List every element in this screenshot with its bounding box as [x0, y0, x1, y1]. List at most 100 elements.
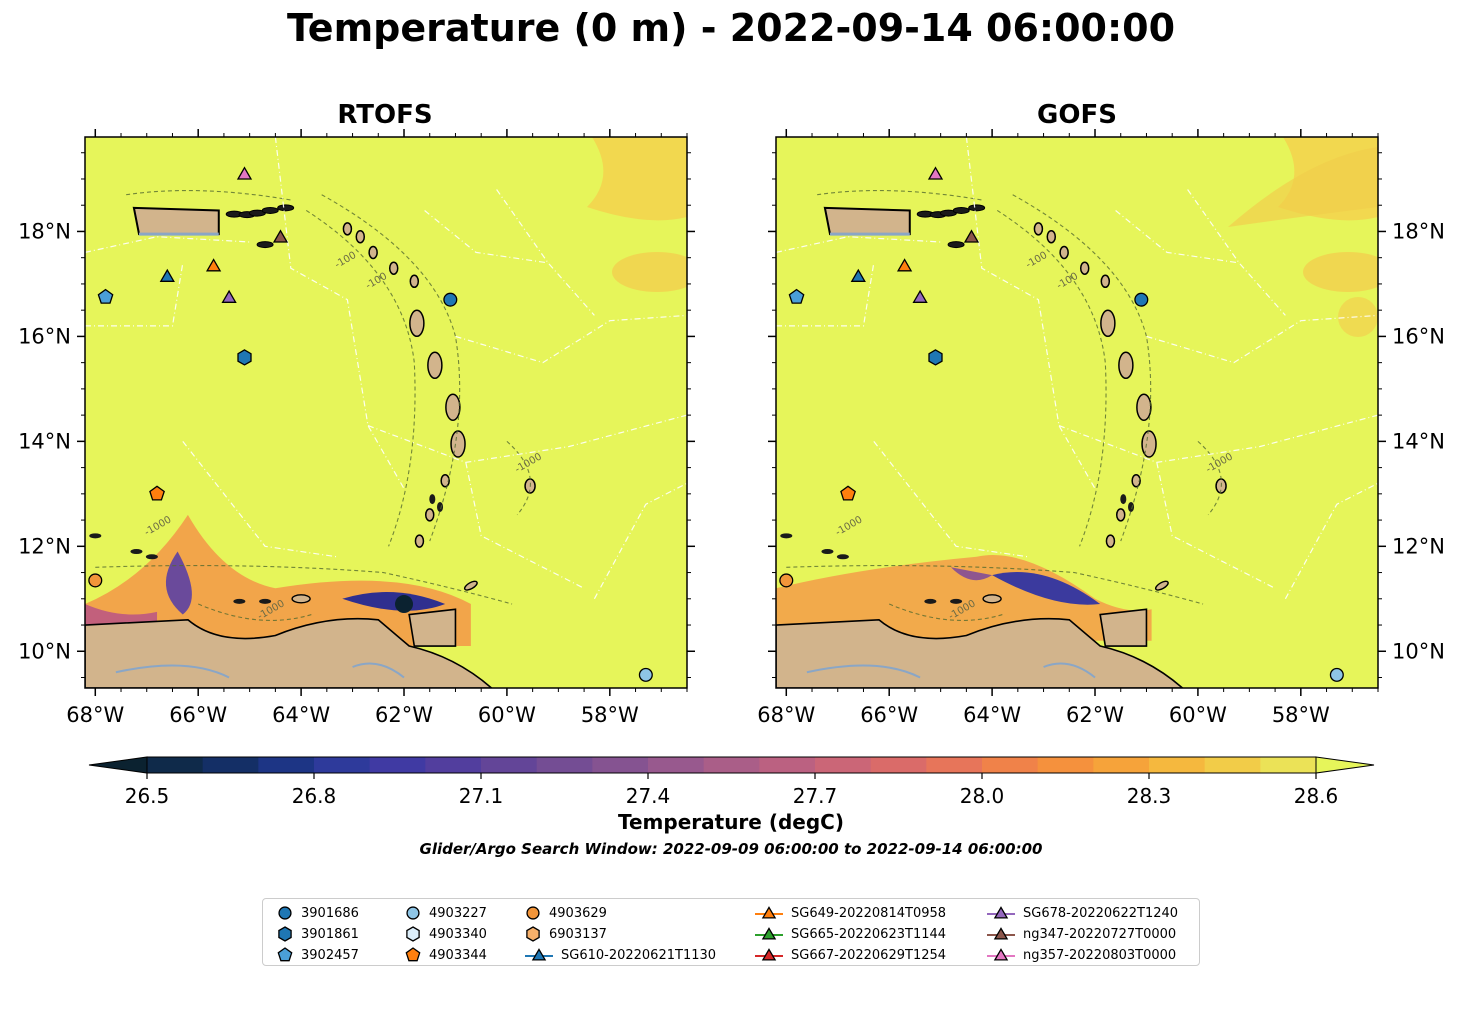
colorbar-tick-label: 26.8 [292, 784, 337, 808]
legend-marker [406, 926, 420, 942]
legend-item: 3901686 [277, 903, 359, 923]
platform-marker [149, 485, 165, 501]
y-tick-label: 16°N [18, 324, 71, 348]
y-tick-label: 10°N [18, 639, 71, 663]
x-tick-label: 68°W [757, 703, 815, 727]
legend-marker [278, 926, 292, 942]
legend-label: ng347-20220727T0000 [1023, 926, 1177, 942]
colorbar-segment [369, 757, 426, 773]
x-tick-label: 58°W [1272, 703, 1330, 727]
y-tick-label: 14°N [1392, 429, 1445, 453]
x-tick-label: 60°W [1169, 703, 1227, 727]
legend-item: 6903137 [525, 924, 607, 944]
platform-marker [779, 573, 794, 588]
y-tick-label: 18°N [18, 219, 71, 243]
colorbar-segment [592, 757, 649, 773]
colorbar-segment [1149, 757, 1206, 773]
legend-item: 4903227 [405, 903, 487, 923]
colorbar-segment [815, 757, 872, 773]
legend-marker-icon [755, 948, 783, 961]
legend-marker-icon [525, 948, 553, 961]
colorbar-segment [1093, 757, 1150, 773]
colorbar-tick-label: 28.6 [1294, 784, 1339, 808]
platform-marker [237, 349, 252, 366]
legend-marker-icon [406, 906, 420, 920]
platform-marker [850, 268, 866, 282]
x-tick-label: 58°W [581, 703, 639, 727]
y-tick-label: 16°N [1392, 324, 1445, 348]
colorbar-extend-low [88, 756, 148, 774]
legend-item: 4903340 [405, 924, 487, 944]
x-tick-label: 64°W [272, 703, 330, 727]
colorbar-tick-label: 27.4 [626, 784, 671, 808]
legend-item: 3902457 [277, 945, 359, 965]
legend-marker [531, 948, 547, 961]
legend-marker-icon [278, 926, 292, 942]
colorbar-segment [147, 757, 204, 773]
legend-label: 3902457 [301, 947, 359, 963]
legend-item: SG665-20220623T1144 [755, 924, 946, 944]
colorbar-segment [926, 757, 983, 773]
colorbar-segment [1260, 757, 1317, 773]
platform-marker [928, 349, 943, 366]
legend-marker [761, 948, 777, 961]
colorbar-segment [481, 757, 538, 773]
x-tick-label: 66°W [169, 703, 227, 727]
x-tick-label: 64°W [963, 703, 1021, 727]
legend-marker [405, 947, 421, 962]
legend-label: SG678-20220622T1240 [1023, 905, 1179, 921]
legend-label: 4903227 [429, 905, 487, 921]
legend-marker-icon [987, 948, 1015, 961]
colorbar-segment [982, 757, 1039, 773]
legend-item: 4903629 [525, 903, 607, 923]
platform-marker [840, 485, 856, 501]
legend-marker-icon [278, 906, 292, 920]
platform-marker [638, 667, 653, 682]
bathymetry-contours [95, 189, 531, 621]
puerto-rico-land [132, 206, 220, 236]
colorbar-segment [425, 757, 482, 773]
colorbar-segment [1204, 757, 1261, 773]
legend-label: 3901686 [301, 905, 359, 921]
colorbar-segment [314, 757, 371, 773]
legend-marker-icon [526, 926, 540, 942]
search-window-text: Glider/Argo Search Window: 2022-09-09 06… [419, 840, 1043, 858]
legend-marker-icon [406, 926, 420, 942]
legend-label: 6903137 [549, 926, 607, 942]
colorbar-segment [759, 757, 816, 773]
legend-marker [993, 948, 1009, 961]
platform-marker [97, 288, 114, 304]
venezuela-land [776, 617, 1184, 688]
x-tick-label: 66°W [860, 703, 918, 727]
legend-marker [277, 947, 293, 962]
legend-marker [761, 906, 777, 919]
y-tick-label: 12°N [18, 534, 71, 558]
platform-marker [912, 289, 928, 303]
legend-item: SG649-20220814T0958 [755, 903, 946, 923]
platform-marker [221, 289, 237, 303]
platform-marker [1329, 667, 1344, 682]
colorbar-segment [870, 757, 927, 773]
eez-boundaries [776, 137, 1378, 600]
colorbar-segment [648, 757, 705, 773]
legend-item: SG610-20220621T1130 [525, 945, 716, 965]
legend-label: 3901861 [301, 926, 359, 942]
platform-marker [896, 258, 913, 272]
legend-label: 4903340 [429, 926, 487, 942]
legend-marker-icon [987, 906, 1015, 919]
legend-marker [526, 926, 540, 942]
legend-label: SG649-20220814T0958 [791, 905, 947, 921]
colorbar-tick-label: 28.3 [1127, 784, 1172, 808]
figure-title: Temperature (0 m) - 2022-09-14 06:00:00 [286, 6, 1176, 50]
coastal-sst-anomaly [85, 514, 471, 647]
legend-item: 4903344 [405, 945, 487, 965]
colorbar-segment [1037, 757, 1094, 773]
legend: 3901686 3901861 3902457 4903227 4903340 49033… [262, 898, 1200, 966]
x-tick-label: 62°W [1066, 703, 1124, 727]
legend-label: ng357-20220803T0000 [1023, 947, 1177, 963]
platform-marker [236, 166, 253, 180]
legend-marker-icon [755, 906, 783, 919]
platform-marker [1134, 292, 1149, 307]
